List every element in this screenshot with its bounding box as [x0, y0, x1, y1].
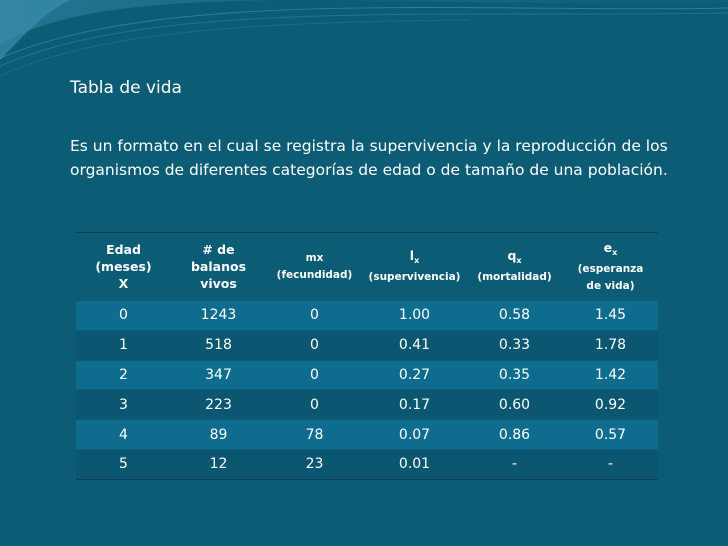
- table-header-row: Edad (meses) X # de balanos vivos mx (fe…: [76, 232, 658, 301]
- cell-qx: 0.35: [466, 359, 563, 390]
- table-row: 2 347 0 0.27 0.35 1.42: [76, 359, 658, 390]
- cell-ex: 1.45: [563, 300, 658, 331]
- table-row: 0 1243 0 1.00 0.58 1.45: [76, 300, 658, 331]
- cell-mx: 0: [266, 359, 363, 390]
- cell-age: 1: [76, 329, 171, 361]
- cell-ex: 1.42: [563, 359, 658, 390]
- cell-lx: 0.01: [363, 448, 466, 480]
- decorative-wave-graphic: [0, 0, 728, 77]
- cell-mx: 23: [266, 448, 363, 480]
- cell-lx: 0.41: [363, 329, 466, 361]
- cell-ex: -: [563, 448, 658, 480]
- cell-alive: 12: [171, 448, 266, 480]
- cell-lx: 0.27: [363, 359, 466, 390]
- cell-alive: 518: [171, 329, 266, 361]
- cell-ex: 0.92: [563, 389, 658, 420]
- cell-age: 2: [76, 359, 171, 390]
- cell-qx: 0.33: [466, 329, 563, 361]
- cell-ex: 0.57: [563, 419, 658, 450]
- cell-age: 5: [76, 448, 171, 480]
- table-row: 5 12 23 0.01 - -: [76, 448, 658, 480]
- header-lx: lx (supervivencia): [363, 232, 466, 301]
- table-row: 4 89 78 0.07 0.86 0.57: [76, 419, 658, 450]
- header-qx: qx (mortalidad): [466, 232, 563, 301]
- cell-mx: 0: [266, 300, 363, 331]
- cell-alive: 223: [171, 389, 266, 420]
- header-alive: # de balanos vivos: [171, 232, 266, 301]
- cell-age: 3: [76, 389, 171, 420]
- table-row: 3 223 0 0.17 0.60 0.92: [76, 389, 658, 420]
- cell-lx: 0.07: [363, 419, 466, 450]
- cell-mx: 0: [266, 329, 363, 361]
- cell-age: 4: [76, 419, 171, 450]
- cell-ex: 1.78: [563, 329, 658, 361]
- cell-qx: 0.60: [466, 389, 563, 420]
- cell-alive: 89: [171, 419, 266, 450]
- life-table: Edad (meses) X # de balanos vivos mx (fe…: [76, 232, 658, 480]
- cell-lx: 0.17: [363, 389, 466, 420]
- header-age: Edad (meses) X: [76, 232, 171, 301]
- header-ex: ex (esperanza de vida): [563, 232, 658, 301]
- cell-age: 0: [76, 300, 171, 331]
- cell-qx: -: [466, 448, 563, 480]
- slide-title: Tabla de vida: [70, 78, 182, 98]
- cell-lx: 1.00: [363, 300, 466, 331]
- cell-qx: 0.86: [466, 419, 563, 450]
- cell-qx: 0.58: [466, 300, 563, 331]
- cell-alive: 1243: [171, 300, 266, 331]
- cell-mx: 78: [266, 419, 363, 450]
- cell-alive: 347: [171, 359, 266, 390]
- table-row: 1 518 0 0.41 0.33 1.78: [76, 329, 658, 361]
- cell-mx: 0: [266, 389, 363, 420]
- header-mx: mx (fecundidad): [266, 232, 363, 301]
- body-paragraph: Es un formato en el cual se registra la …: [70, 137, 668, 179]
